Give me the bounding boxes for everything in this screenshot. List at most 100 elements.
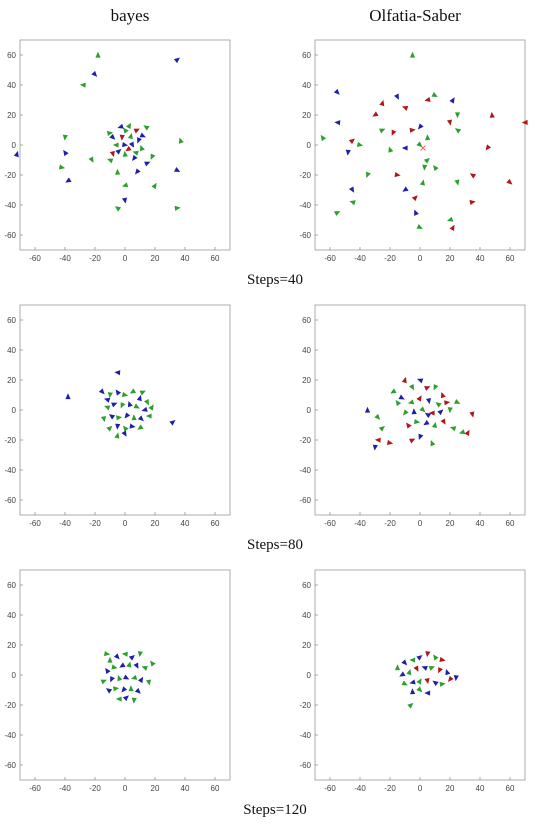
agent-marker-blue [137, 676, 144, 684]
x-tick-label: -40 [354, 254, 366, 263]
y-tick-label: 40 [302, 346, 311, 355]
agent-marker-green [178, 137, 184, 144]
agent-marker-blue [398, 394, 405, 400]
agent-marker-blue [364, 406, 371, 413]
agent-marker-blue [421, 665, 428, 671]
y-tick-label: -20 [4, 171, 16, 180]
agent-marker-red [386, 439, 394, 446]
y-tick-label: 20 [302, 376, 311, 385]
x-tick-label: -40 [354, 519, 366, 528]
x-tick-label: 60 [506, 519, 515, 528]
y-tick-label: 60 [302, 51, 311, 60]
agent-marker-green [137, 651, 143, 658]
agent-marker-green [349, 200, 356, 206]
agent-marker-red [416, 395, 422, 402]
agent-marker-blue [418, 433, 424, 440]
x-tick-label: 0 [418, 784, 423, 793]
agent-marker-red [469, 173, 477, 179]
agent-marker-green [401, 680, 408, 686]
agent-marker-green [114, 206, 122, 212]
agent-marker-red [440, 391, 446, 399]
agent-marker-green [88, 156, 94, 163]
y-tick-label: 40 [7, 611, 16, 620]
x-tick-label: 60 [506, 254, 515, 263]
agent-marker-green [428, 666, 435, 671]
agent-marker-blue [121, 430, 127, 437]
agent-marker-blue [111, 402, 118, 408]
agent-marker-green [120, 402, 126, 409]
y-tick-label: 0 [307, 671, 312, 680]
agent-marker-green [406, 668, 412, 676]
y-tick-label: -40 [4, 466, 16, 475]
x-tick-label: -40 [59, 519, 71, 528]
agent-marker-red [379, 99, 385, 107]
agent-marker-blue [437, 409, 444, 416]
agent-marker-blue [173, 57, 180, 64]
agent-marker-blue [424, 412, 432, 419]
agent-marker-blue [98, 388, 105, 395]
agent-marker-blue [416, 378, 424, 384]
agent-marker-blue [169, 419, 176, 426]
agent-marker-green [447, 407, 453, 414]
x-tick-label: -20 [384, 784, 396, 793]
agent-marker-blue [449, 97, 455, 104]
x-tick-label: -20 [384, 519, 396, 528]
agent-marker-blue [445, 668, 451, 676]
agent-marker-red [489, 111, 495, 118]
agent-marker-blue [110, 676, 115, 683]
agent-marker-green [151, 182, 157, 190]
agent-marker-green [409, 384, 414, 391]
agent-marker-green [150, 660, 156, 667]
y-tick-label: 0 [12, 671, 17, 680]
agent-marker-green [416, 686, 423, 693]
y-tick-label: 20 [7, 376, 16, 385]
y-tick-label: -40 [4, 201, 16, 210]
y-tick-label: -20 [299, 701, 311, 710]
agent-marker-green [379, 128, 386, 134]
agent-marker-green [103, 405, 111, 411]
agent-marker-green [143, 125, 150, 131]
y-tick-label: 20 [7, 641, 16, 650]
agent-marker-green [422, 164, 428, 171]
x-tick-label: -20 [89, 254, 101, 263]
bayes-steps-80-plot: -60 -60 -40 -40 -20 -20 0 0 20 20 40 40 60 60 [4, 304, 231, 528]
plot-frame [314, 569, 526, 781]
agent-marker-red [409, 438, 416, 444]
x-tick-label: 0 [418, 254, 423, 263]
y-tick-label: -40 [299, 201, 311, 210]
agent-marker-green [79, 82, 86, 88]
agent-marker-red [469, 411, 475, 418]
agent-marker-blue [122, 142, 129, 148]
agent-marker-red [485, 144, 492, 151]
y-tick-label: 0 [307, 406, 312, 415]
agent-marker-green [174, 205, 181, 211]
agent-marker-blue [134, 687, 141, 694]
y-tick-label: 40 [302, 611, 311, 620]
y-tick-label: 40 [302, 81, 311, 90]
agent-marker-green [106, 425, 113, 432]
agent-marker-green [433, 384, 439, 391]
x-tick-label: 20 [151, 254, 160, 263]
agent-marker-red [424, 386, 431, 391]
column-title-olfatia-saber: Olfatia-Saber [369, 6, 461, 25]
agent-marker-green [122, 150, 128, 157]
agent-marker-green [394, 664, 401, 671]
agent-marker-green [435, 402, 442, 408]
x-tick-label: -40 [59, 784, 71, 793]
x-tick-label: -60 [324, 254, 336, 263]
agent-marker-green [112, 142, 119, 148]
agent-marker-green [137, 424, 144, 430]
y-tick-label: 40 [7, 81, 16, 90]
agent-marker-red [409, 127, 416, 133]
agent-marker-blue [416, 654, 423, 661]
agent-marker-green [433, 654, 439, 661]
agent-marker-blue [121, 197, 128, 204]
agent-marker-blue [345, 149, 351, 156]
agent-marker-blue [119, 662, 126, 668]
agent-marker-green [121, 182, 129, 188]
agent-marker-green [130, 674, 138, 680]
agent-marker-green [439, 681, 446, 687]
agent-marker-green [95, 51, 101, 58]
olfatia-saber-steps-120-plot: -60 -60 -40 -40 -20 -20 0 0 20 20 40 40 60 60 [299, 569, 526, 793]
agent-marker-green [395, 399, 402, 407]
